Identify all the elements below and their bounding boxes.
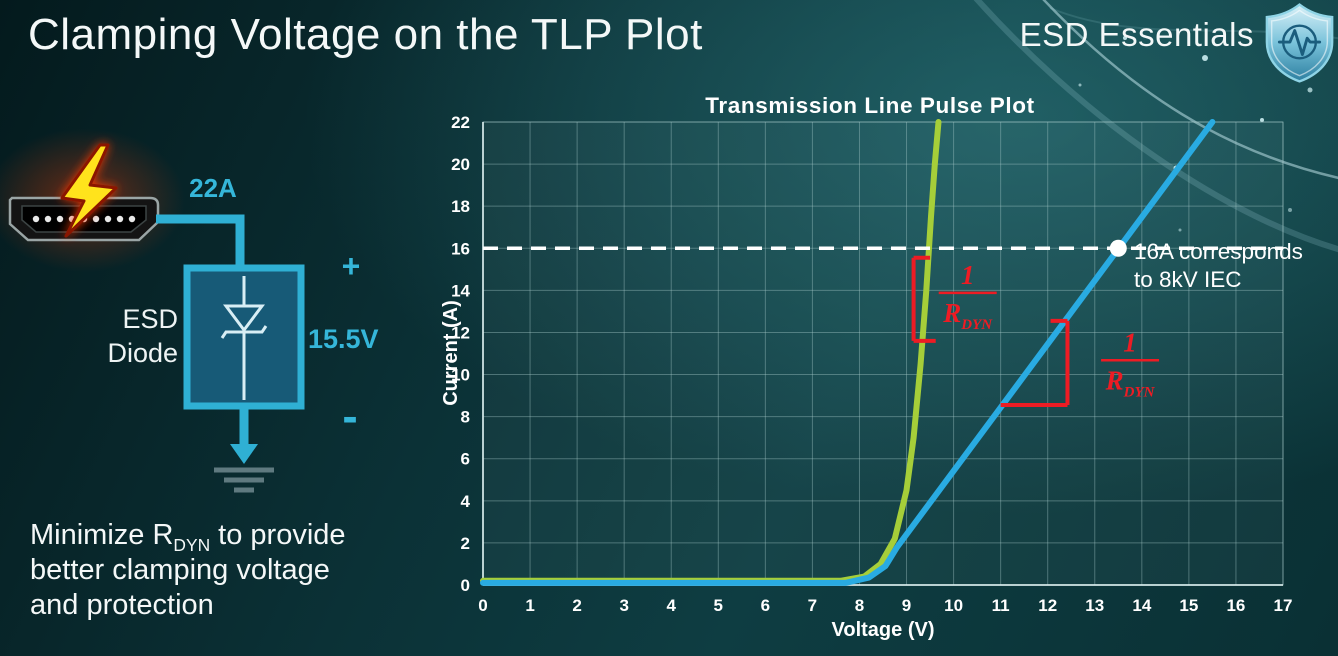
y-tick-label: 14	[451, 281, 470, 300]
x-tick-label: 6	[761, 596, 770, 615]
footnote-line1-prefix: Minimize R	[30, 519, 174, 551]
y-tick-label: 12	[451, 323, 470, 342]
x-tick-label: 8	[855, 596, 864, 615]
esd-diode-box	[183, 264, 305, 410]
x-tick-label: 15	[1179, 596, 1198, 615]
marker-label-line2: to 8kV IEC	[1134, 267, 1242, 292]
chart-grid	[482, 121, 1284, 586]
x-tick-label: 4	[667, 596, 677, 615]
footnote-line-3: and protection	[30, 589, 214, 621]
y-tick-label: 22	[451, 113, 470, 132]
rdyn-annotations: 1 RDYN 1 RDYN	[911, 255, 1160, 408]
footnote-line-2: better clamping voltage	[30, 554, 330, 586]
clamp-voltage-label: 15.5V	[308, 324, 379, 354]
y-tick-label: 6	[461, 450, 470, 469]
x-tick-label: 7	[808, 596, 817, 615]
minus-label: -	[342, 390, 357, 442]
y-tick-label: 8	[461, 408, 470, 427]
rdyn-slope-blue: 1 RDYN	[1000, 318, 1160, 408]
pulse-icon	[1277, 29, 1322, 56]
chart-tick-labels: 0 1 2 3 4 5 6 7 8 9 10 11 12 13 14 15 16 1702468101214161…	[451, 113, 1292, 615]
rdyn-fraction-numerator: 1	[1123, 327, 1137, 357]
plot-background	[482, 121, 1284, 586]
y-tick-label: 0	[461, 576, 470, 595]
footnote-line1-suffix: to provide	[210, 519, 346, 551]
rdyn-fraction-denominator: RDYN	[942, 298, 993, 333]
x-tick-label: 14	[1132, 596, 1151, 615]
marker-label-line1: 16A corresponds	[1134, 239, 1303, 264]
chart-curves	[480, 119, 1216, 586]
rdyn-fraction-denominator: RDYN	[1105, 365, 1156, 400]
zener-diode-symbol	[220, 276, 268, 400]
blue-curve-high-rdyn	[480, 119, 1216, 586]
green-curve-low-rdyn	[480, 119, 942, 584]
x-tick-label: 3	[619, 596, 628, 615]
chart-plot-area	[482, 121, 1284, 586]
esd-diode-label-line1: ESD	[122, 304, 178, 334]
rdyn-fraction-numerator: 1	[961, 260, 975, 290]
connector-pins	[32, 215, 136, 223]
x-axis-label: Voltage (V)	[832, 619, 935, 641]
x-tick-label: 12	[1038, 596, 1057, 615]
y-tick-label: 18	[451, 197, 470, 216]
x-tick-label: 0	[478, 596, 487, 615]
marker-dot	[1109, 239, 1127, 257]
ground-icon	[214, 467, 274, 493]
arrow-down-icon	[230, 444, 258, 464]
hdmi-connector-icon	[8, 196, 160, 242]
x-tick-label: 11	[992, 596, 1010, 615]
surge-wire	[156, 214, 245, 266]
shield-inner-border	[1270, 9, 1329, 77]
x-tick-label: 5	[714, 596, 723, 615]
page-title: Clamping Voltage on the TLP Plot	[28, 10, 703, 59]
esd-strike-glow	[0, 128, 185, 272]
surge-current-label: 22A	[189, 173, 237, 203]
rdyn-slope-green: 1 RDYN	[911, 255, 997, 343]
y-tick-label: 20	[451, 155, 470, 174]
footnote: Minimize RDYN to provide better clamping…	[30, 518, 346, 623]
y-tick-label: 10	[451, 366, 470, 385]
x-tick-label: 1	[525, 596, 534, 615]
plus-label: +	[342, 248, 361, 284]
x-tick-label: 13	[1085, 596, 1104, 615]
x-tick-label: 16	[1226, 596, 1245, 615]
footnote-line1-subscript: DYN	[173, 534, 211, 555]
lightning-bolt-icon	[60, 143, 118, 238]
y-tick-label: 16	[451, 239, 470, 258]
x-tick-label: 17	[1274, 596, 1293, 615]
brand-title: ESD Essentials	[1019, 16, 1254, 53]
x-tick-label: 10	[944, 596, 963, 615]
y-axis-label: Current (A)	[440, 300, 462, 406]
x-tick-label: 9	[902, 596, 911, 615]
chart-title: Transmission Line Pulse Plot	[705, 93, 1034, 118]
esd-shield-icon	[1265, 3, 1334, 83]
esd-diode-label-line2: Diode	[107, 338, 178, 368]
y-tick-label: 2	[461, 534, 470, 553]
x-tick-label: 2	[572, 596, 581, 615]
footnote-line-1: Minimize RDYN to provide	[30, 518, 346, 553]
y-tick-label: 4	[461, 492, 471, 511]
reference-line-group	[483, 239, 1283, 257]
